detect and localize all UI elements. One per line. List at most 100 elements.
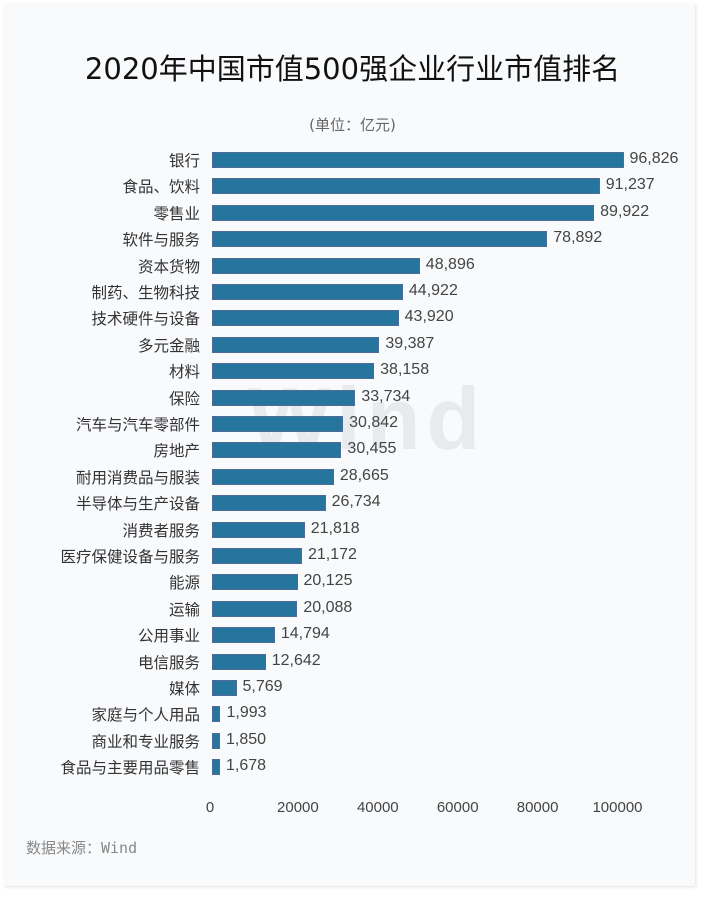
x-tick-label: 40000 (356, 799, 399, 816)
category-label: 汽车与汽车零部件 (75, 416, 200, 434)
bar (212, 178, 600, 195)
value-label: 28,665 (339, 466, 389, 484)
bar-row: 软件与服务 78,892 (0, 226, 705, 252)
value-label: 1,993 (226, 704, 267, 722)
category-label: 商业和专业服务 (91, 732, 200, 751)
value-label: 33,734 (361, 387, 411, 405)
bar-row: 多元金融 39,387 (0, 332, 705, 358)
category-label: 材料 (168, 363, 200, 382)
category-label: 运输 (168, 600, 200, 619)
bar-row: 家庭与个人用品 1,993 (0, 701, 705, 727)
chart-title: 2020年中国市值500强企业行业市值排名 (84, 52, 621, 86)
bar-row: 电信服务 12,642 (0, 649, 705, 675)
bar-row: 运输 20,088 (0, 596, 705, 622)
value-label: 30,842 (349, 414, 399, 431)
value-label: 78,892 (553, 229, 603, 247)
bar-row: 耐用消费品与服装 28,665 (0, 464, 705, 490)
bar (212, 732, 220, 749)
category-label: 家庭与个人用品 (91, 706, 200, 725)
value-label: 1,850 (226, 730, 267, 748)
bar (212, 600, 298, 617)
category-label: 多元金融 (137, 336, 200, 355)
category-label: 耐用消费品与服装 (75, 468, 200, 487)
bar (212, 442, 342, 459)
bar-row: 汽车与汽车零部件 30,842 (0, 411, 705, 437)
category-label: 技术硬件与设备 (91, 310, 200, 329)
chart-unit-subtitle: (单位：亿元) (309, 116, 396, 134)
x-tick-label: 80000 (516, 799, 559, 816)
data-source-note: 数据来源：Wind (26, 839, 138, 857)
bar (212, 548, 302, 564)
category-label: 公用事业 (137, 627, 200, 646)
bar-row: 银行 96,826 (0, 147, 705, 173)
bar (212, 706, 221, 723)
x-tick-label: 20000 (277, 799, 319, 816)
bar-row: 材料 38,158 (0, 358, 705, 384)
category-label: 食品、饮料 (122, 178, 200, 197)
bar (212, 310, 399, 327)
bar (212, 416, 344, 432)
bar (212, 521, 305, 538)
bar (212, 231, 548, 248)
category-label: 房地产 (153, 442, 200, 461)
value-label: 91,237 (605, 176, 655, 194)
value-label: 1,678 (226, 757, 267, 775)
category-label: 能源 (168, 574, 200, 593)
bar (212, 759, 220, 776)
bar (212, 204, 595, 221)
value-label: 20,088 (303, 598, 353, 616)
category-label: 零售业 (153, 204, 200, 223)
value-label: 12,642 (271, 651, 321, 669)
value-label: 26,734 (331, 493, 381, 511)
bar-row: 制药、生物科技 44,922 (0, 279, 705, 305)
chart-card (4, 4, 695, 886)
category-label: 医疗保健设备与服务 (60, 548, 200, 566)
x-axis: 0 20000 40000 60000 80000 100000 (0, 799, 705, 819)
value-label: 20,125 (303, 572, 353, 590)
bar-row: 零售业 89,922 (0, 200, 705, 226)
value-label: 21,818 (310, 519, 360, 537)
bar (212, 574, 298, 591)
x-tick-label: 60000 (436, 799, 479, 816)
value-label: 96,826 (629, 150, 679, 167)
bar-row: 医疗保健设备与服务 21,172 (0, 543, 705, 569)
bar (212, 363, 375, 380)
bar-row: 半导体与生产设备 26,734 (0, 490, 705, 516)
category-label: 半导体与生产设备 (75, 495, 200, 514)
value-label: 48,896 (425, 255, 475, 273)
category-label: 电信服务 (137, 653, 200, 672)
category-label: 食品与主要用品零售 (60, 759, 200, 778)
value-label: 44,922 (408, 282, 458, 299)
category-label: 软件与服务 (122, 231, 200, 250)
x-tick-label: 0 (205, 799, 215, 816)
x-tick-label: 100000 (592, 799, 643, 816)
value-label: 38,158 (380, 361, 430, 379)
value-label: 14,794 (280, 625, 330, 643)
bar (212, 627, 275, 644)
value-label: 5,769 (242, 678, 283, 695)
bar-row: 消费者服务 21,818 (0, 517, 705, 543)
category-label: 制药、生物科技 (91, 284, 200, 302)
bar-row: 能源 20,125 (0, 569, 705, 595)
value-label: 39,387 (385, 334, 435, 352)
category-label: 资本货物 (137, 257, 200, 276)
bar-row: 媒体 5,769 (0, 675, 705, 701)
value-label: 43,920 (404, 308, 454, 326)
category-label: 媒体 (168, 680, 200, 698)
bar (212, 284, 403, 300)
bar (212, 389, 356, 406)
bar-row: 资本货物 48,896 (0, 253, 705, 279)
bar (212, 336, 380, 353)
bar (212, 468, 334, 485)
bar-row: 商业和专业服务 1,850 (0, 728, 705, 754)
bar (212, 257, 420, 274)
bar (212, 680, 237, 696)
bar-row: 保险 33,734 (0, 385, 705, 411)
category-label: 消费者服务 (122, 521, 200, 540)
value-label: 21,172 (307, 546, 357, 563)
bar (212, 653, 266, 670)
value-label: 30,455 (347, 440, 397, 458)
bar-row: 食品、饮料 91,237 (0, 173, 705, 199)
bar-row: 房地产 30,455 (0, 437, 705, 463)
bar (212, 152, 624, 168)
